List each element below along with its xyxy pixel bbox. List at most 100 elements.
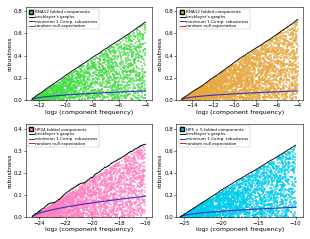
Point	[130, 197, 135, 201]
Point	[180, 98, 185, 102]
Point	[120, 215, 125, 219]
Point	[108, 65, 113, 69]
Point	[197, 89, 202, 93]
Point	[284, 79, 289, 82]
Point	[275, 38, 280, 42]
Point	[191, 210, 196, 214]
Point	[278, 48, 283, 52]
Point	[262, 215, 267, 219]
Point	[288, 75, 293, 79]
Point	[248, 65, 253, 68]
Point	[188, 208, 193, 212]
Point	[56, 212, 61, 216]
Point	[136, 98, 141, 101]
Point	[199, 85, 204, 89]
Point	[211, 95, 216, 99]
Point	[143, 190, 148, 194]
Point	[243, 208, 248, 212]
Point	[251, 76, 256, 80]
Point	[276, 86, 281, 90]
Point	[204, 94, 209, 98]
Point	[232, 76, 237, 80]
Point	[187, 96, 192, 100]
Point	[210, 96, 215, 99]
Point	[120, 167, 125, 171]
Point	[269, 171, 274, 175]
Point	[290, 27, 295, 31]
Point	[188, 94, 193, 98]
Point	[40, 210, 45, 214]
Point	[127, 70, 132, 74]
Point	[244, 205, 249, 208]
Point	[255, 211, 260, 215]
Point	[97, 74, 102, 77]
Point	[265, 50, 270, 54]
Point	[228, 197, 233, 201]
Point	[179, 215, 184, 219]
Point	[205, 95, 210, 99]
Point	[64, 196, 69, 200]
Point	[291, 28, 296, 32]
Point	[205, 96, 210, 100]
Point	[103, 197, 108, 201]
Point	[269, 174, 274, 178]
Point	[106, 182, 111, 186]
Point	[140, 57, 144, 60]
Point	[35, 212, 40, 216]
Point	[266, 68, 271, 72]
Point	[214, 87, 219, 91]
Point	[278, 68, 283, 71]
Point	[197, 91, 202, 95]
Point	[105, 61, 110, 65]
Point	[61, 203, 66, 207]
Point	[264, 198, 269, 202]
Point	[121, 212, 126, 215]
Point	[230, 94, 235, 98]
Point	[121, 196, 126, 200]
Point	[219, 75, 224, 79]
Point	[188, 94, 193, 98]
Point	[120, 187, 125, 191]
Point	[244, 206, 249, 209]
Point	[194, 207, 199, 211]
Point	[234, 191, 239, 195]
Point	[123, 164, 128, 168]
Point	[79, 70, 84, 74]
Point	[123, 205, 128, 209]
Point	[83, 88, 88, 92]
Point	[136, 67, 141, 71]
Point	[133, 151, 138, 155]
Point	[63, 199, 68, 202]
Point	[60, 197, 65, 201]
Point	[55, 210, 60, 214]
Point	[281, 84, 286, 88]
Point	[122, 214, 127, 217]
Point	[68, 79, 73, 82]
Point	[94, 91, 99, 94]
Point	[65, 210, 70, 214]
Point	[125, 158, 130, 162]
Point	[206, 206, 210, 210]
Point	[245, 93, 250, 97]
Point	[245, 211, 250, 214]
Point	[193, 96, 197, 100]
Point	[232, 83, 237, 87]
Point	[213, 92, 218, 95]
Point	[235, 190, 240, 193]
Point	[283, 93, 288, 97]
Point	[105, 59, 110, 63]
Point	[203, 98, 208, 102]
Point	[250, 171, 255, 174]
Point	[207, 215, 212, 219]
Point	[237, 206, 241, 210]
Point	[121, 94, 126, 98]
Point	[31, 215, 36, 219]
Point	[275, 78, 280, 82]
Point	[226, 81, 231, 85]
Point	[264, 44, 269, 48]
Point	[203, 204, 208, 208]
Point	[36, 213, 41, 217]
Point	[189, 214, 194, 217]
Point	[224, 75, 229, 78]
Point	[213, 83, 218, 87]
